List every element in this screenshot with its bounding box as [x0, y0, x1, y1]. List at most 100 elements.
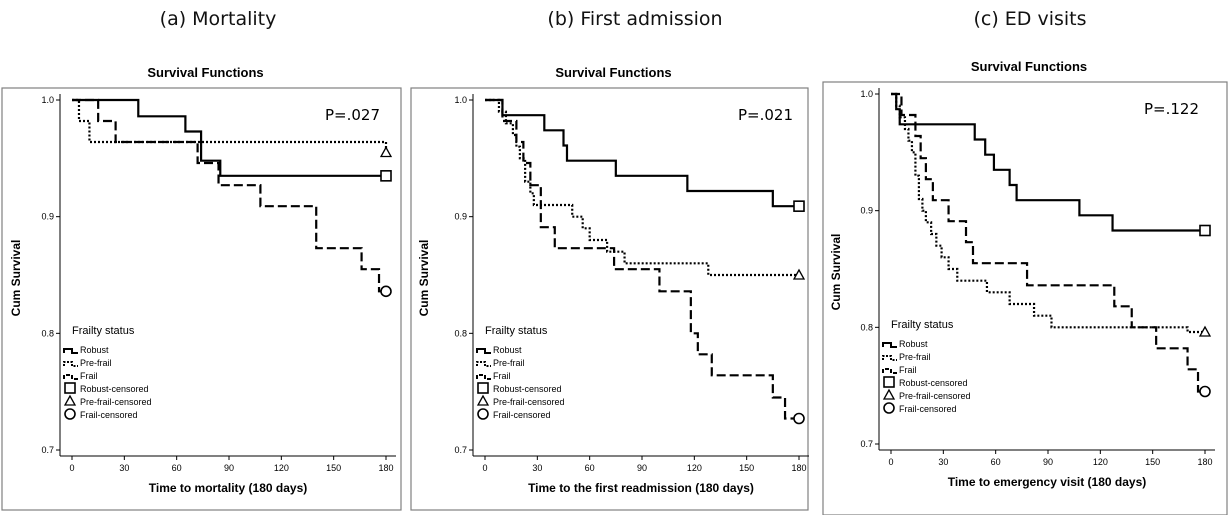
legend-swatch-marker: [63, 394, 77, 406]
y-tick-label: 1.0: [454, 95, 467, 105]
y-tick-label: 0.9: [454, 212, 467, 222]
y-tick-label: 0.9: [41, 212, 54, 222]
x-tick-label: 90: [1043, 457, 1053, 467]
legend-swatch-line: [63, 348, 78, 354]
legend-swatch-marker: [883, 402, 895, 414]
legend-entry: Frail-censored: [80, 410, 138, 420]
x-tick-label: 30: [938, 457, 948, 467]
censor-marker-pre-frail: [1198, 325, 1212, 337]
legend-swatch-marker: [882, 388, 896, 400]
series-line-robust: [72, 98, 386, 177]
x-tick-label: 150: [326, 463, 341, 473]
series-line-pre-frail: [485, 98, 799, 277]
legend-title: Frailty status: [72, 325, 135, 337]
x-tick-label: 0: [888, 457, 893, 467]
legend-swatch-marker: [477, 408, 489, 420]
legend-swatch-marker: [476, 394, 490, 406]
censor-marker-frail: [1199, 385, 1211, 398]
censor-marker-robust: [793, 200, 805, 212]
legend-title: Frailty status: [891, 319, 954, 331]
panel-caption-a: (a) Mortality: [159, 8, 277, 30]
y-tick-label: 1.0: [860, 89, 873, 99]
legend-entry: Pre-frail-censored: [493, 397, 565, 407]
censor-marker-frail: [380, 285, 392, 298]
chart-frame: [1, 87, 402, 511]
legend-swatch-marker: [64, 382, 76, 394]
chart-frame: [410, 87, 809, 511]
panel-caption-b: (b) First admission: [547, 8, 723, 30]
censor-marker-pre-frail: [379, 146, 393, 158]
legend-entry: Frail-censored: [899, 404, 957, 414]
x-axis-label: Time to emergency visit (180 days): [948, 475, 1147, 489]
legend-swatch-line: [63, 361, 78, 367]
censor-marker-robust: [1199, 224, 1211, 237]
legend-title: Frailty status: [485, 325, 548, 337]
x-tick-label: 180: [791, 463, 806, 473]
legend-swatch-line: [882, 368, 897, 374]
censor-marker-pre-frail: [792, 268, 806, 280]
series-line-frail: [891, 92, 1205, 393]
legend-swatch-line: [63, 374, 78, 380]
x-tick-label: 30: [119, 463, 129, 473]
y-tick-label: 0.7: [860, 439, 873, 449]
censor-marker-robust: [380, 170, 392, 182]
legend-entry: Frail: [493, 371, 511, 381]
legend-swatch-marker: [64, 408, 76, 420]
series-line-frail: [485, 98, 799, 420]
chart-title: Survival Functions: [971, 59, 1087, 74]
x-tick-label: 120: [274, 463, 289, 473]
x-tick-label: 60: [585, 463, 595, 473]
x-tick-label: 150: [739, 463, 754, 473]
legend-entry: Pre-frail: [493, 358, 525, 368]
legend-entry: Pre-frail-censored: [899, 391, 971, 401]
y-tick-label: 0.9: [860, 206, 873, 216]
x-tick-label: 60: [991, 457, 1001, 467]
y-tick-label: 0.8: [454, 328, 467, 338]
legend-entry: Pre-frail: [80, 358, 112, 368]
x-tick-label: 180: [378, 463, 393, 473]
legend-entry: Frail-censored: [493, 410, 551, 420]
legend-swatch-line: [476, 348, 491, 354]
legend-swatch-line: [476, 374, 491, 380]
y-tick-label: 1.0: [41, 95, 54, 105]
chart-title: Survival Functions: [147, 65, 263, 80]
x-tick-label: 60: [172, 463, 182, 473]
legend-swatch-line: [476, 361, 491, 367]
legend-entry: Frail: [899, 365, 917, 375]
censor-marker-frail: [793, 412, 805, 425]
legend-entry: Pre-frail: [899, 352, 931, 362]
series-line-frail: [72, 98, 386, 293]
p-value-annotation: P=.122: [1144, 100, 1199, 118]
series-line-pre-frail: [72, 98, 388, 153]
x-tick-label: 0: [482, 463, 487, 473]
chart-frame: [822, 81, 1228, 515]
legend-entry: Robust-censored: [493, 384, 562, 394]
y-tick-label: 0.7: [454, 445, 467, 455]
legend-swatch-marker: [883, 376, 895, 388]
x-tick-label: 0: [69, 463, 74, 473]
x-tick-label: 120: [687, 463, 702, 473]
legend-entry: Robust-censored: [80, 384, 149, 394]
x-tick-label: 120: [1093, 457, 1108, 467]
legend-entry: Pre-frail-censored: [80, 397, 152, 407]
x-axis-label: Time to the first readmission (180 days): [528, 481, 754, 495]
series-line-pre-frail: [891, 92, 1205, 334]
legend-swatch-marker: [477, 382, 489, 394]
y-tick-label: 0.8: [860, 322, 873, 332]
series-line-robust: [891, 92, 1205, 232]
x-tick-label: 180: [1197, 457, 1212, 467]
legend-entry: Robust: [493, 345, 522, 355]
y-axis-label: Cum Survival: [417, 240, 431, 317]
x-tick-label: 150: [1145, 457, 1160, 467]
legend-entry: Robust-censored: [899, 378, 968, 388]
legend-swatch-line: [882, 342, 897, 348]
y-axis-label: Cum Survival: [829, 234, 843, 311]
legend-entry: Robust: [80, 345, 109, 355]
panel-caption-c: (c) ED visits: [973, 8, 1087, 30]
x-axis-label: Time to mortality (180 days): [149, 481, 308, 495]
legend-swatch-line: [882, 355, 897, 361]
x-tick-label: 90: [224, 463, 234, 473]
x-tick-label: 30: [532, 463, 542, 473]
y-tick-label: 0.8: [41, 328, 54, 338]
